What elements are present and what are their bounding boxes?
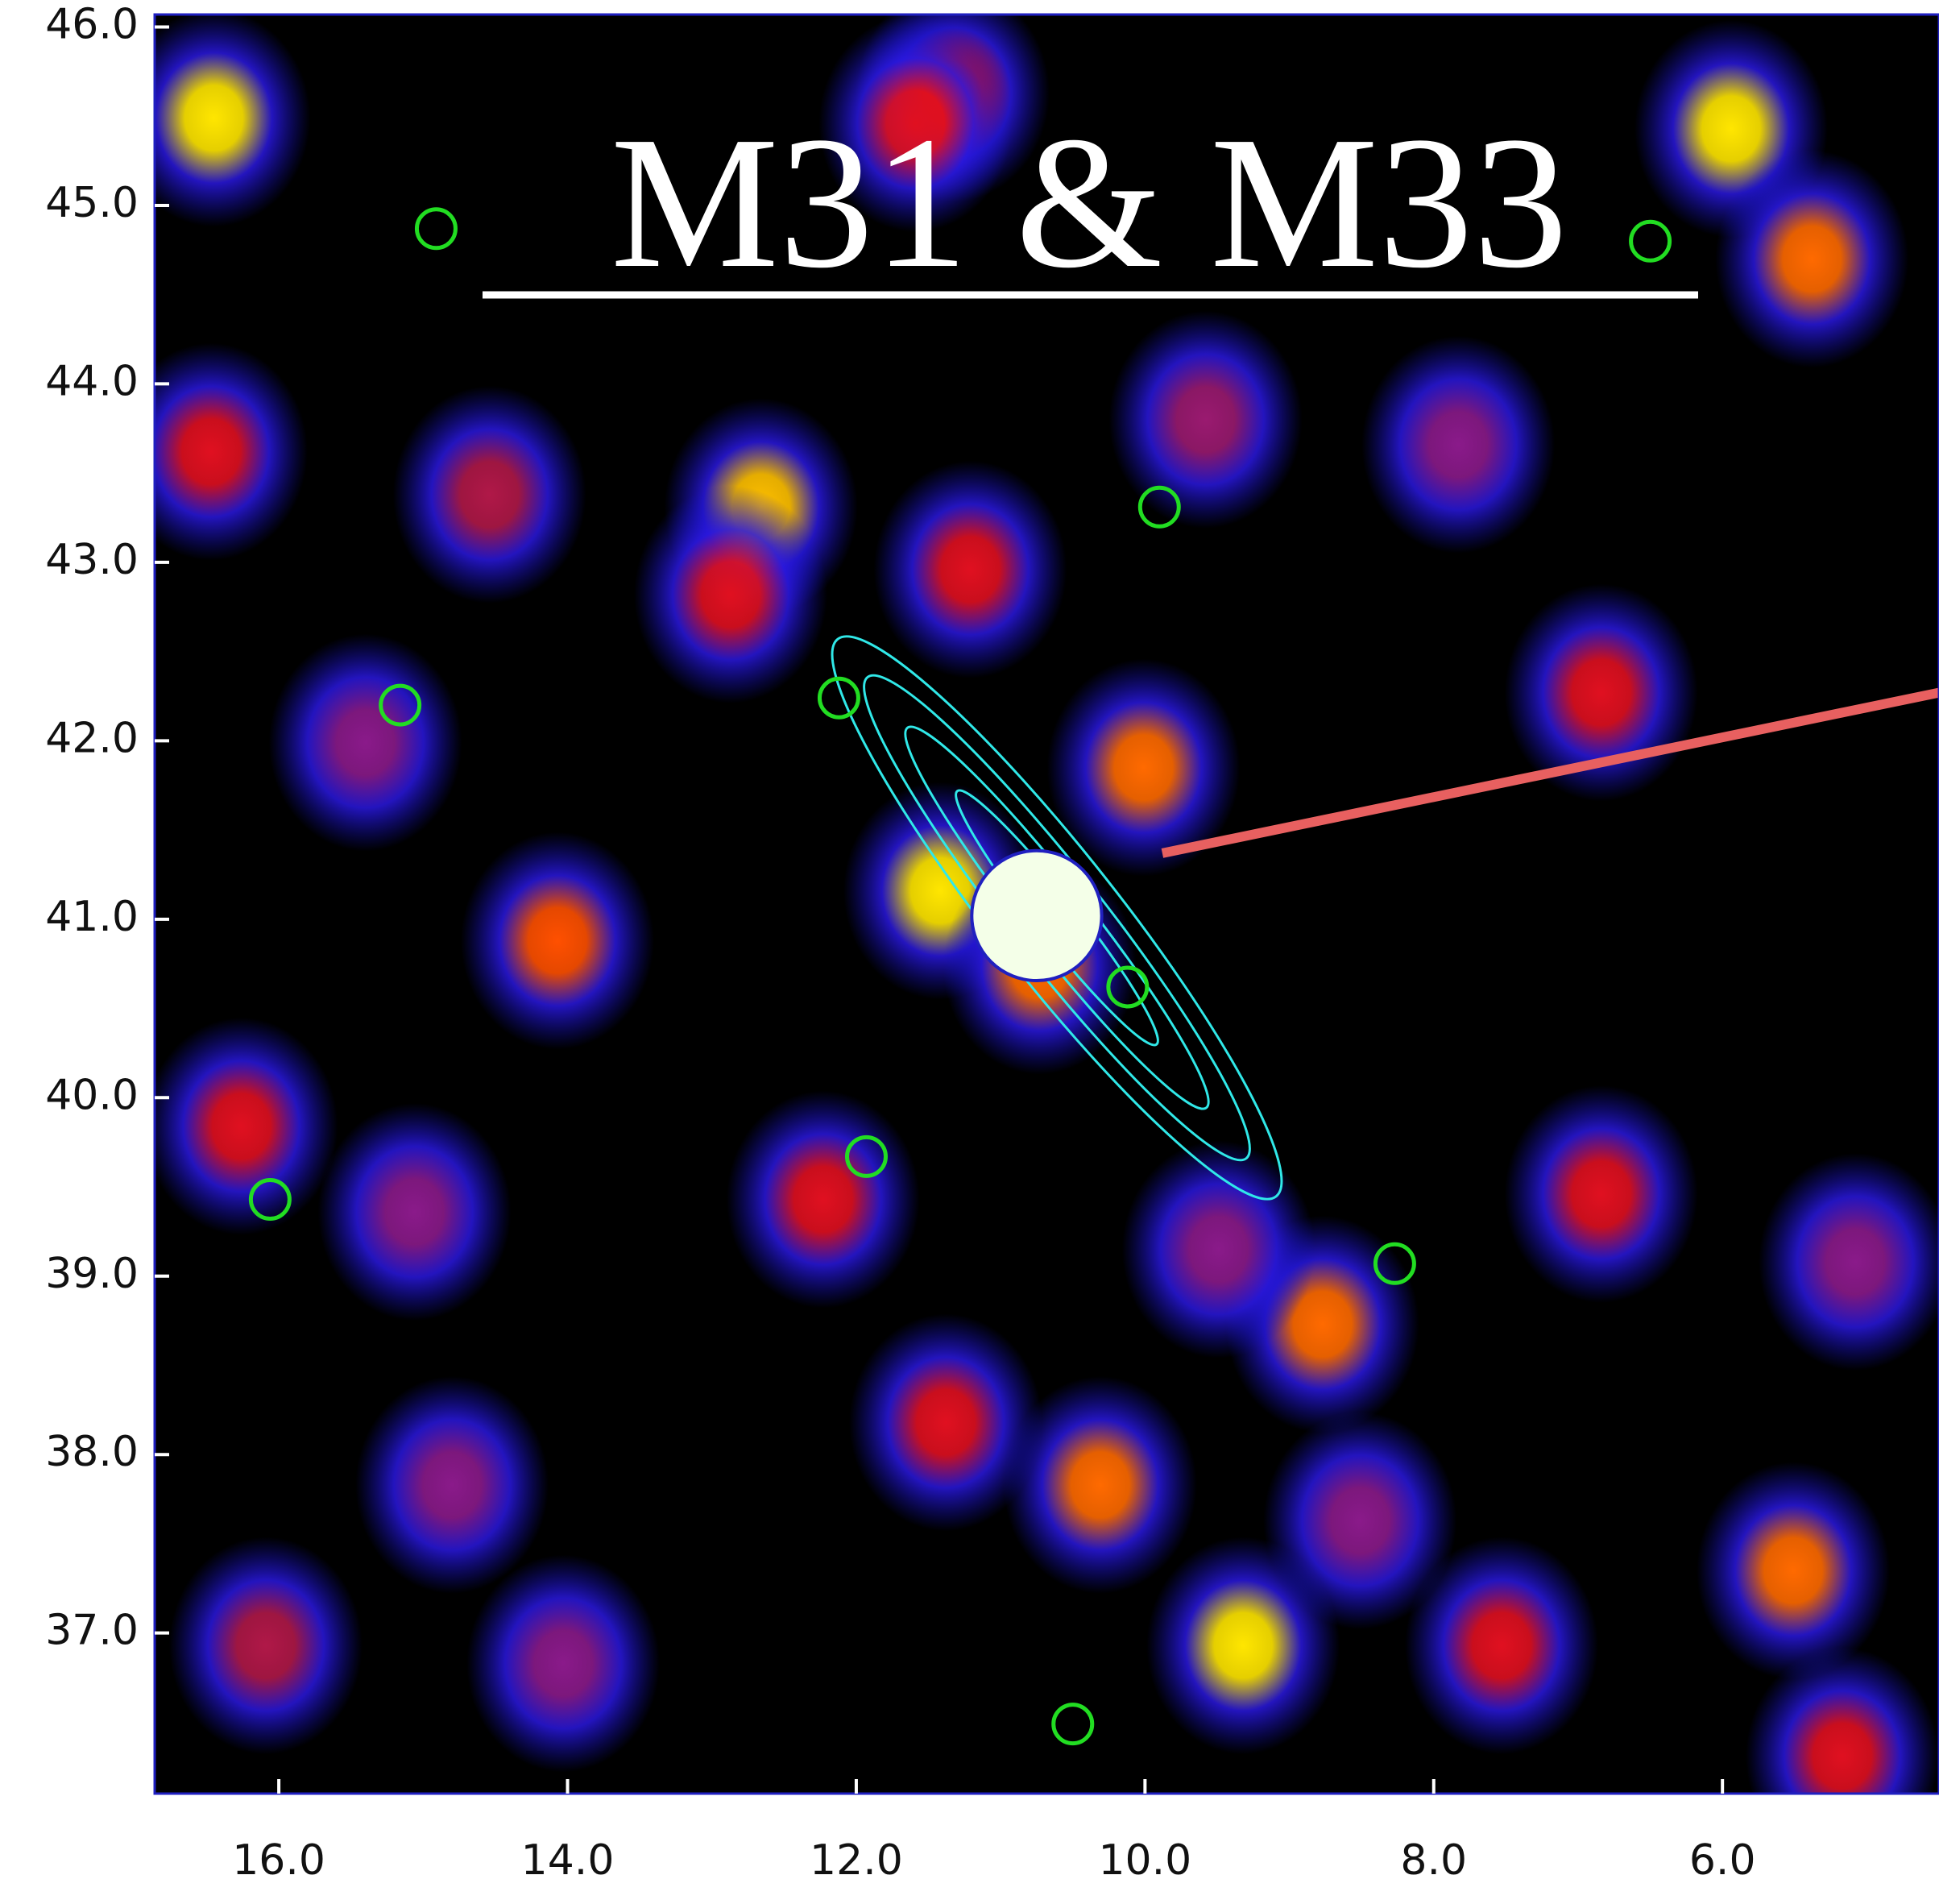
y-tick-label: 37.0 [45,1607,139,1655]
core [970,848,1104,983]
y-tick-label: 44.0 [45,357,139,405]
x-tick-label: 10.0 [1098,1836,1191,1885]
source-marker [817,676,860,720]
hotspot [849,1313,1043,1532]
x-tick-label: 8.0 [1400,1836,1467,1885]
x-tick-label: 16.0 [232,1836,325,1885]
hotspot [1715,150,1909,368]
plot-area [155,15,1939,1794]
source-marker [248,1178,292,1222]
hotspot [1263,1412,1457,1630]
y-tick-label: 38.0 [45,1428,139,1476]
y-tick-label: 39.0 [45,1250,139,1298]
plot-frame [153,13,1939,1795]
hotspot [873,460,1067,678]
y-tick-label: 46.0 [45,1,139,49]
hotspot [168,1537,363,1755]
track [1161,687,1939,858]
source-marker [1137,485,1181,529]
hotspot [1361,335,1556,554]
x-tick-label: 14.0 [521,1836,615,1885]
hotspot [818,15,1013,233]
source-marker [414,207,458,251]
hotspot [1697,1462,1891,1680]
hotspot [317,1103,512,1321]
y-tick-label: 41.0 [45,893,139,941]
hotspot [726,1090,920,1309]
hotspot [1405,1537,1599,1755]
hotspot [460,832,654,1050]
hotspot [1759,1153,1939,1371]
hotspot [1046,658,1241,877]
hotspot [466,1554,661,1773]
hotspot [268,633,462,852]
hotspot [155,342,308,561]
source-marker [1373,1242,1416,1285]
hotspot [1003,1375,1197,1594]
hotspot [155,1017,338,1235]
source-marker [379,683,422,727]
y-tick-label: 43.0 [45,536,139,584]
y-tick-label: 40.0 [45,1071,139,1119]
x-tick-label: 12.0 [810,1836,903,1885]
hotspot [392,385,586,604]
y-tick-label: 42.0 [45,714,139,762]
y-tick-label: 45.0 [45,179,139,227]
hotspot [1504,583,1698,802]
hotspot [355,1375,549,1594]
source-marker [1051,1703,1095,1746]
hotspot [1745,1647,1939,1794]
chart-title: M31 & M33 [611,97,1568,307]
source-marker [1629,219,1672,263]
hotspot [634,485,828,703]
source-marker [1106,965,1150,1009]
hotspot [1121,1140,1315,1359]
x-tick-label: 6.0 [1689,1836,1756,1885]
hotspot [1504,1085,1698,1303]
hotspot [155,15,311,227]
hotspot [1108,310,1303,529]
source-marker [844,1135,888,1178]
